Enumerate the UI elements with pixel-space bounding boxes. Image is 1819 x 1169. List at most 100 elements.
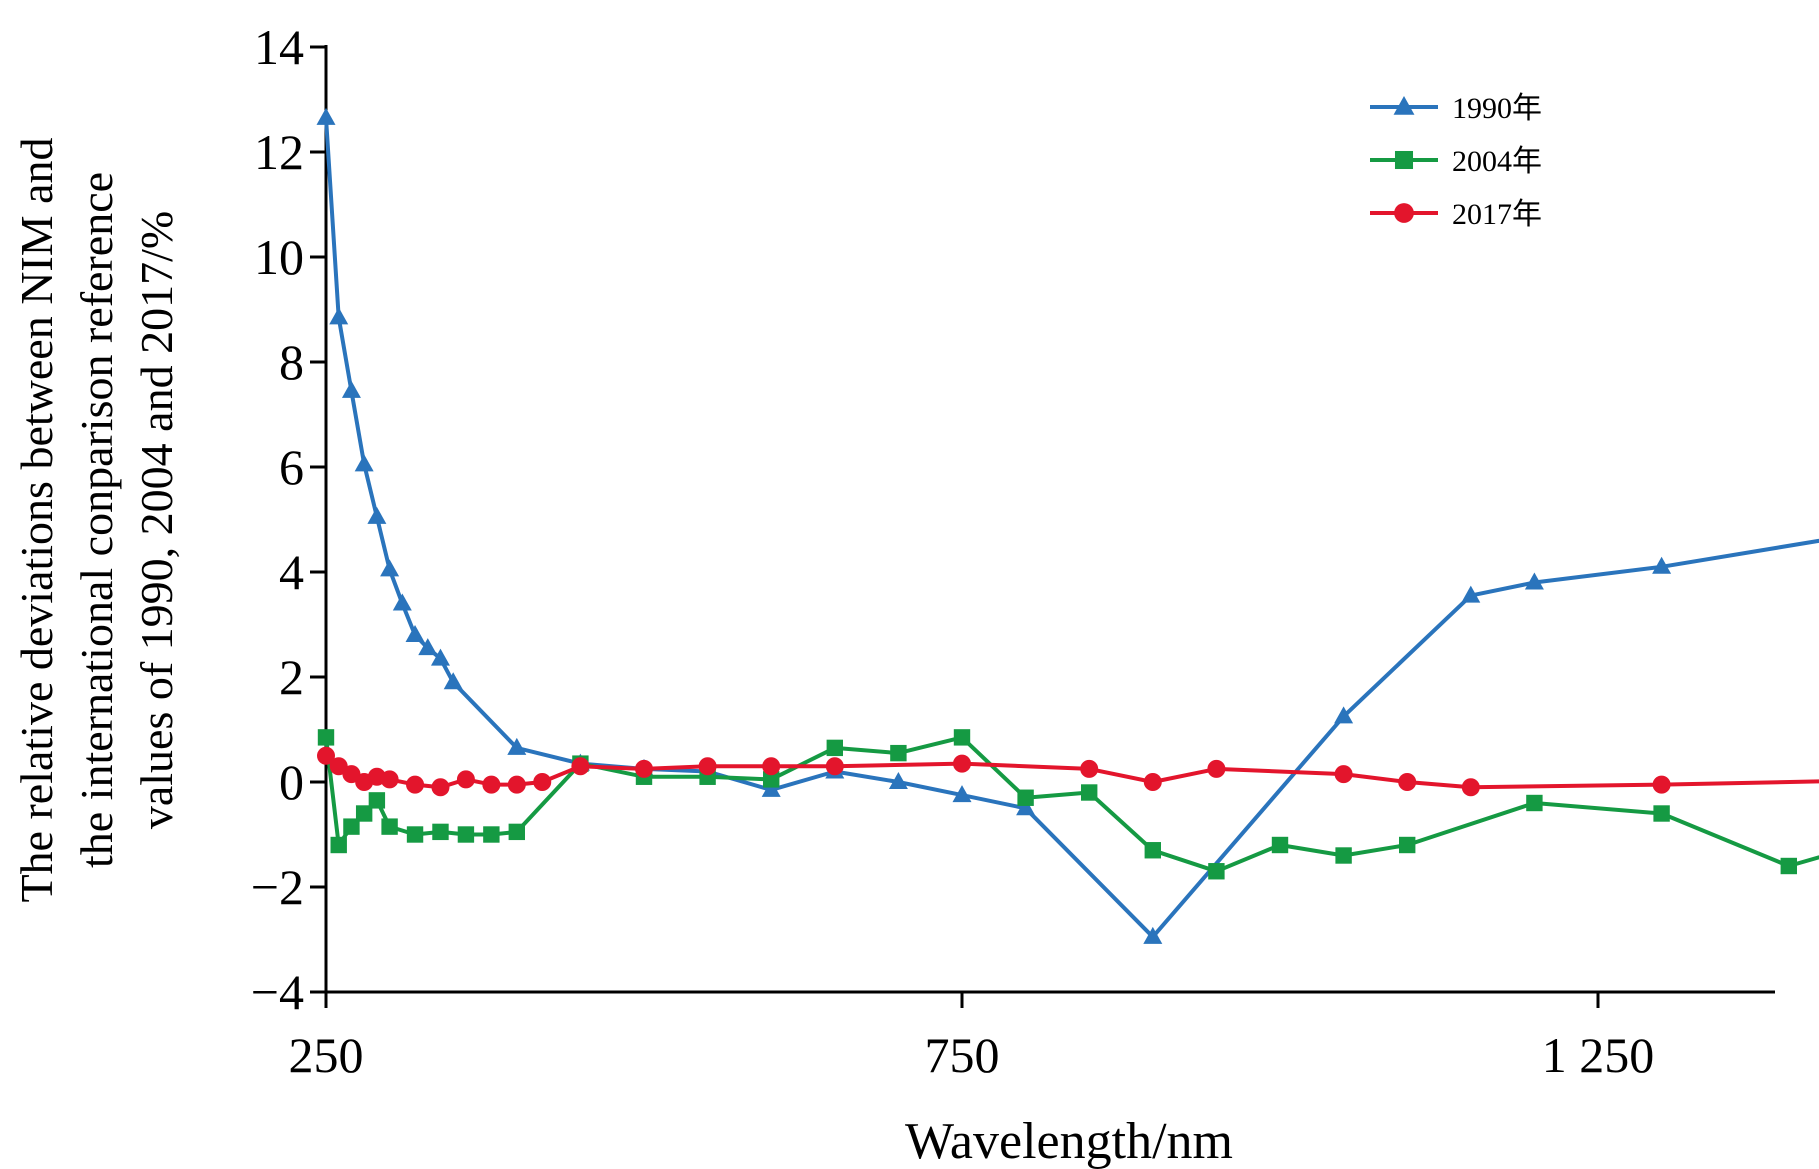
circle-marker <box>507 775 526 794</box>
square-marker <box>483 826 500 843</box>
triangle-marker <box>952 785 972 803</box>
circle-marker <box>380 770 399 789</box>
square-marker <box>1335 847 1352 864</box>
circle-marker <box>1394 203 1414 223</box>
triangle-marker <box>341 380 361 398</box>
y-tick-label: 14 <box>254 19 304 75</box>
triangle-marker <box>1016 798 1036 816</box>
legend-label: 2017年 <box>1452 198 1542 231</box>
y-tick-label: −2 <box>251 859 304 915</box>
triangle-marker <box>367 506 387 524</box>
legend: 1990年 2004年 2017年 <box>1370 92 1542 231</box>
circle-marker <box>406 775 425 794</box>
square-marker <box>406 826 424 843</box>
square-marker <box>317 729 335 746</box>
y-tick-label: 12 <box>254 124 304 180</box>
triangle-marker <box>392 593 412 611</box>
square-marker <box>1081 784 1098 801</box>
legend-label: 2004年 <box>1452 145 1542 178</box>
plot-area <box>316 107 1819 944</box>
triangle-marker <box>761 779 781 797</box>
square-marker <box>1394 150 1414 170</box>
series-line <box>324 735 1819 874</box>
square-marker <box>368 792 386 809</box>
y-axis-title: The relative deviations between NIM and t… <box>11 137 182 902</box>
circle-marker <box>482 775 501 794</box>
circle-marker <box>953 754 971 773</box>
circle-marker <box>1143 773 1162 791</box>
triangle-marker <box>354 454 374 472</box>
circle-marker <box>317 746 335 765</box>
triangle-marker <box>507 737 527 755</box>
square-marker <box>1144 842 1161 859</box>
y-axis-title-line: the international conparison reference <box>71 172 122 868</box>
triangle-marker <box>405 625 425 642</box>
circle-marker <box>698 757 717 776</box>
square-marker <box>1399 836 1416 854</box>
circle-marker <box>1398 773 1417 791</box>
square-marker <box>826 739 843 757</box>
y-tick-label: 0 <box>279 754 304 810</box>
x-tick-label: 1 250 <box>1542 1027 1655 1083</box>
circle-marker <box>431 778 450 797</box>
triangle-marker <box>1652 556 1672 574</box>
square-marker <box>381 818 398 835</box>
square-marker <box>432 823 449 841</box>
circle-marker <box>1461 778 1480 797</box>
circle-marker <box>1080 759 1099 778</box>
x-tick-label: 750 <box>925 1027 1000 1083</box>
square-marker <box>355 805 373 822</box>
x-axis-title: Wavelength/nm <box>905 1113 1233 1169</box>
square-marker <box>1780 857 1797 875</box>
square-marker <box>1653 805 1670 822</box>
y-tick-label: −4 <box>251 964 304 1020</box>
series-1 <box>316 107 1819 944</box>
square-marker <box>763 771 780 788</box>
legend-item: 2017年 <box>1370 198 1542 231</box>
legend-label: 1990年 <box>1452 92 1542 125</box>
circle-marker <box>533 773 552 791</box>
square-marker <box>1017 789 1034 806</box>
y-tick-label: 4 <box>279 544 304 600</box>
y-axis-title-line: The relative deviations between NIM and <box>11 137 62 902</box>
circle-marker <box>635 759 653 778</box>
triangle-marker <box>380 559 400 577</box>
circle-marker <box>1207 759 1226 778</box>
triangle-marker <box>1334 706 1354 724</box>
square-marker <box>890 744 907 762</box>
triangle-marker <box>1461 585 1481 603</box>
triangle-marker <box>1524 572 1544 590</box>
triangle-marker <box>329 307 349 325</box>
legend-item: 1990年 <box>1370 92 1542 125</box>
square-marker <box>508 823 525 841</box>
triangle-marker <box>316 107 336 125</box>
y-tick-label: 8 <box>279 334 304 390</box>
y-tick-label: 2 <box>279 649 304 705</box>
y-tick-label: 6 <box>279 439 304 495</box>
y-tick-label: 10 <box>254 229 304 285</box>
triangle-marker <box>418 638 438 656</box>
circle-marker <box>571 757 590 776</box>
square-marker <box>343 818 360 835</box>
square-marker <box>330 836 347 854</box>
legend-item: 2004年 <box>1370 145 1542 178</box>
x-tick-label: 250 <box>289 1027 364 1083</box>
square-marker <box>1271 836 1289 854</box>
circle-marker <box>1334 765 1353 784</box>
square-marker <box>1208 863 1225 880</box>
circle-marker <box>456 770 475 789</box>
circle-marker <box>762 757 781 776</box>
circle-marker <box>825 757 844 776</box>
square-marker <box>1526 794 1543 812</box>
triangle-marker <box>1143 926 1163 944</box>
series-line <box>324 117 1819 939</box>
square-marker <box>953 729 971 746</box>
circle-marker <box>1652 775 1671 794</box>
series-3 <box>317 746 1819 797</box>
triangle-marker <box>430 648 450 666</box>
y-axis-title-line: values of 1990, 2004 and 2017/% <box>131 211 182 829</box>
triangle-marker <box>888 772 908 789</box>
square-marker <box>457 826 475 843</box>
